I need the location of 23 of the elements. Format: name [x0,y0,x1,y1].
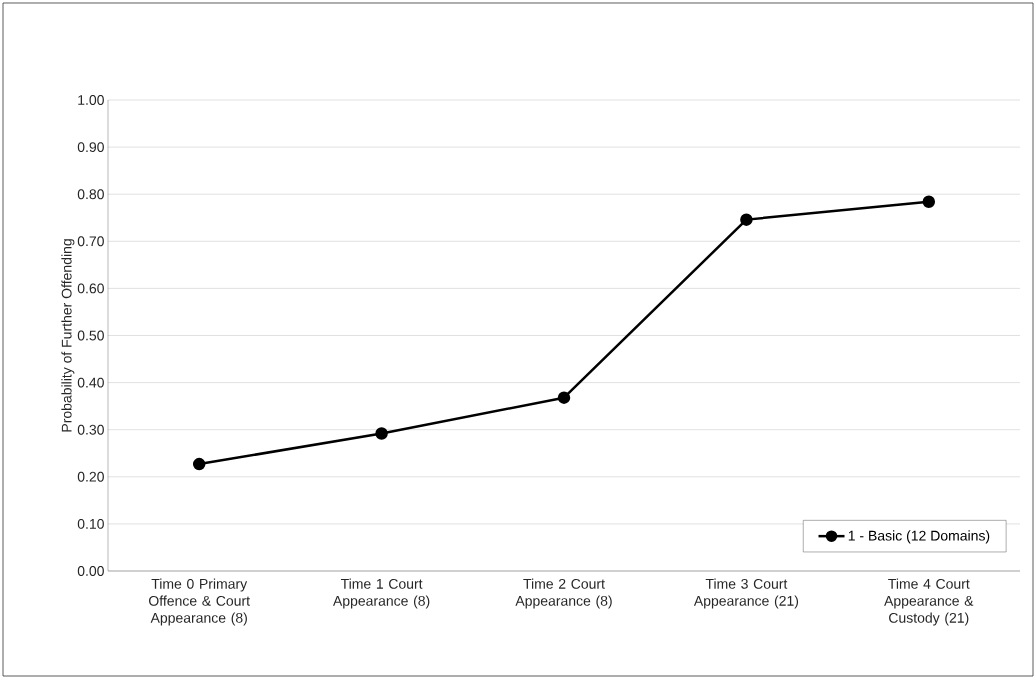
point [922,195,936,208]
point [740,213,753,226]
x-tick-label: Time 3 Court Appearance (21) [693,578,799,609]
y-tick-label: 0.20 [77,471,104,482]
y-tick-label: 0.70 [77,236,104,247]
y-tick-label: 1.00 [78,95,104,105]
point [375,427,388,440]
y-tick-label: 0.80 [77,189,104,200]
x-tick-label: Time 0 Primary Offence & Court Appearance (8) [149,578,250,626]
x-tick-label: Time 4 Court Appearance & Custody (21) [884,578,974,626]
point [192,457,206,471]
y-tick-label: 0.60 [77,283,104,294]
y-tick-label: 0.90 [77,142,104,153]
y-tick-label: 0.00 [77,566,104,576]
y-tick-label: 0.30 [77,424,104,435]
x-tick-label: Time 2 Court Appearance (8) [515,578,612,609]
point [557,391,571,404]
y-axis-title: Probability of Further Offending [61,239,75,432]
y-tick-label: 0.50 [77,330,104,341]
x-tick-label: Time 1 Court Appearance (8) [332,578,430,609]
legend-label: 1 - Basic (12 Domains) [848,530,990,544]
y-tick-label: 0.10 [77,518,104,529]
y-tick-label: 0.40 [77,377,104,388]
